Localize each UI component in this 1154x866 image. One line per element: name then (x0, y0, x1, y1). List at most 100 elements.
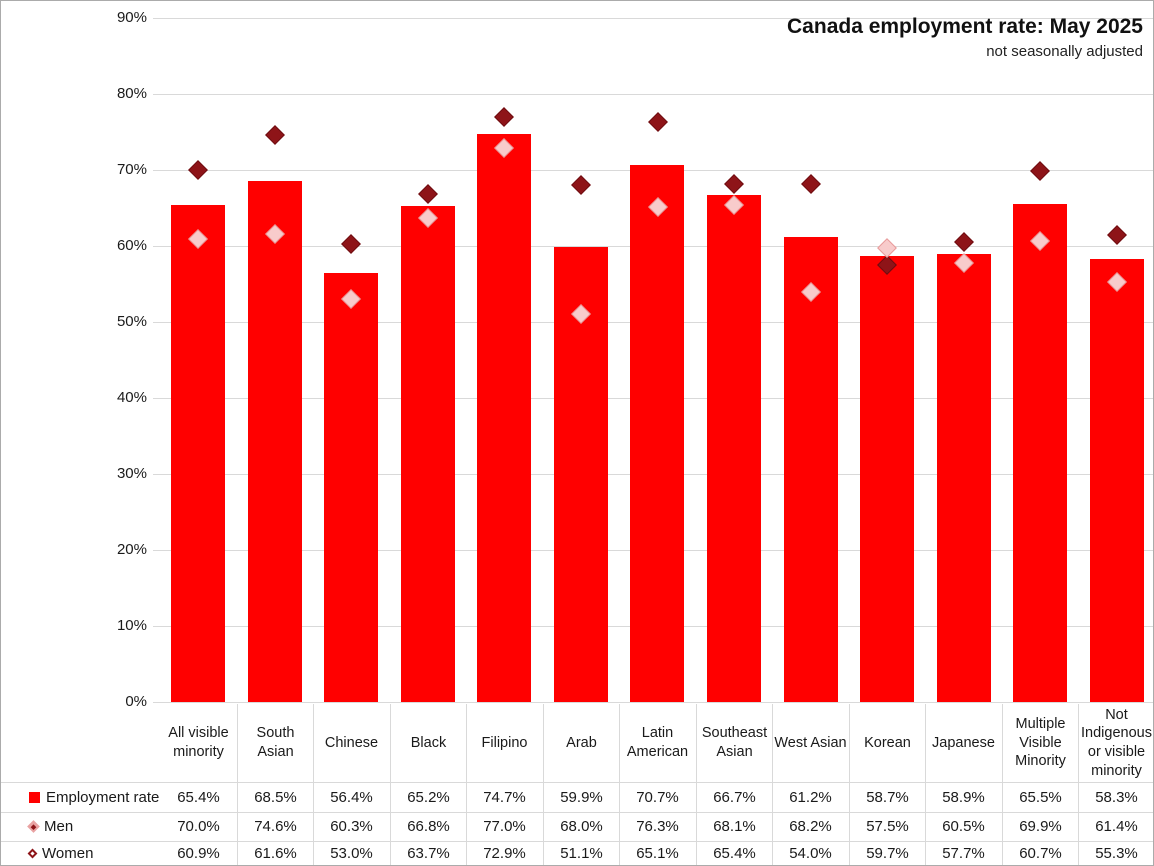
table-cell: 60.7% (1019, 845, 1062, 862)
table-column-divider (543, 704, 544, 865)
men-marker (265, 125, 285, 145)
gridline (153, 702, 1153, 703)
bar-not-indigenous-or-visible-minority (1090, 259, 1144, 702)
y-axis-tick-label: 30% (116, 465, 147, 482)
bar-filipino (477, 134, 531, 702)
table-cell: 68.0% (560, 818, 603, 835)
table-cell: 68.2% (789, 818, 832, 835)
table-cell: 66.8% (407, 818, 450, 835)
y-axis-tick-label: 90% (116, 9, 147, 26)
category-header: South Asian (256, 725, 295, 760)
legend-label: Men (44, 818, 74, 835)
table-column-divider (619, 704, 620, 865)
men-marker (1107, 225, 1127, 245)
men-marker (724, 174, 744, 194)
table-cell: 74.7% (483, 788, 526, 806)
bar-multiple-visible-minority (1013, 204, 1067, 702)
table-column-divider (925, 704, 926, 865)
men-marker (648, 112, 668, 132)
table-cell: 58.3% (1095, 788, 1138, 806)
legend-label: Women (42, 845, 94, 862)
table-cell: 65.4% (177, 788, 220, 806)
table-cell: 59.9% (560, 788, 603, 806)
women-marker (877, 238, 897, 258)
table-cell: 77.0% (483, 818, 526, 835)
bar-west-asian (784, 237, 838, 702)
table-cell: 65.4% (713, 845, 756, 862)
table-cell: 59.7% (866, 845, 909, 862)
y-axis-tick-label: 0% (125, 693, 147, 710)
chart-title: Canada employment rate: May 2025 (787, 15, 1143, 38)
y-axis-tick-label: 50% (116, 313, 147, 330)
table-cell: 57.5% (866, 818, 909, 835)
bar-latin-american (630, 165, 684, 702)
gridline (153, 94, 1153, 95)
table-cell: 70.7% (636, 788, 679, 806)
y-axis-tick-label: 80% (116, 85, 147, 102)
table-cell: 65.2% (407, 788, 450, 806)
chart-subtitle: not seasonally adjusted (986, 43, 1143, 60)
table-cell: 56.4% (330, 788, 373, 806)
bar-south-asian (248, 181, 302, 702)
table-row-divider (1, 782, 1153, 783)
y-axis-tick-label: 40% (116, 389, 147, 406)
category-header: Japanese (932, 734, 995, 751)
category-header: Chinese (324, 734, 379, 751)
category-header: Southeast Asian (701, 725, 768, 760)
table-cell: 61.4% (1095, 818, 1138, 835)
bar-korean (860, 256, 914, 702)
men-marker (418, 184, 438, 204)
y-axis-tick-label: 70% (116, 161, 147, 178)
y-axis-tick-label: 10% (116, 617, 147, 634)
table-cell: 58.7% (866, 788, 909, 806)
table-column-divider (390, 704, 391, 865)
table-column-divider (849, 704, 850, 865)
legend-item-employment-rate: Employment rate (1, 782, 160, 812)
table-cell: 68.1% (713, 818, 756, 835)
table-row-divider (1, 812, 1153, 813)
table-cell: 76.3% (636, 818, 679, 835)
bar-black (401, 206, 455, 702)
table-cell: 61.6% (254, 845, 297, 862)
bar-southeast-asian (707, 195, 761, 702)
table-column-divider (696, 704, 697, 865)
category-header: Black (410, 734, 447, 751)
category-header: Filipino (481, 734, 528, 751)
table-cell: 63.7% (407, 845, 450, 862)
y-axis-tick-label: 60% (116, 237, 147, 254)
table-row-divider (1, 841, 1153, 842)
table-cell: 68.5% (254, 788, 297, 806)
table-cell: 61.2% (789, 788, 832, 806)
table-column-divider (237, 704, 238, 865)
table-column-divider (772, 704, 773, 865)
bar-japanese (937, 254, 991, 702)
table-cell: 53.0% (330, 845, 373, 862)
table-cell: 60.5% (942, 818, 985, 835)
table-column-divider (1002, 704, 1003, 865)
table-cell: 69.9% (1019, 818, 1062, 835)
table-cell: 57.7% (942, 845, 985, 862)
men-marker (954, 232, 974, 252)
y-axis-tick-label: 20% (116, 541, 147, 558)
category-header: All visible minority (168, 725, 229, 760)
men-marker (188, 160, 208, 180)
men-marker (341, 234, 361, 254)
bar-chinese (324, 273, 378, 702)
category-header: West Asian (774, 734, 847, 751)
table-cell: 74.6% (254, 818, 297, 835)
table-column-divider (466, 704, 467, 865)
table-cell: 60.9% (177, 845, 220, 862)
category-header: Arab (566, 734, 597, 751)
legend-label: Employment rate (46, 788, 160, 806)
table-cell: 70.0% (177, 818, 220, 835)
men-marker (571, 175, 591, 195)
pink-diamond-dark-center-icon (27, 820, 40, 833)
red-square-icon (29, 791, 40, 803)
table-cell: 55.3% (1095, 845, 1138, 862)
table-cell: 51.1% (560, 845, 603, 862)
men-marker (494, 107, 514, 127)
legend-item-women: Women (1, 841, 160, 865)
category-header: Multiple Visible Minority (1015, 716, 1066, 770)
men-marker (1030, 161, 1050, 181)
